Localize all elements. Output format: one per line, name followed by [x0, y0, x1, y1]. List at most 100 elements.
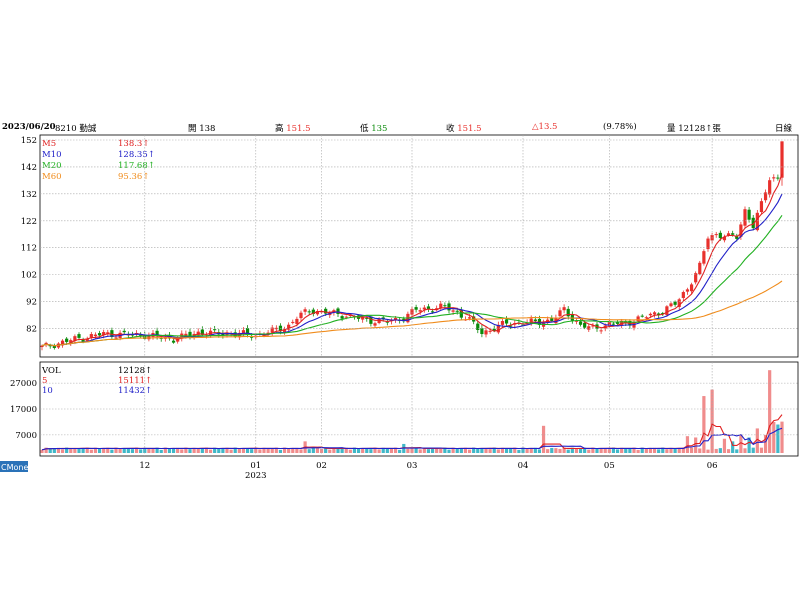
volume-tick-label: 27000 — [10, 379, 37, 389]
volume-bar — [118, 448, 122, 453]
candle-body — [636, 316, 640, 322]
volume-bar — [324, 447, 328, 453]
candle-body — [747, 209, 751, 220]
period-selector[interactable]: 日線 — [775, 124, 793, 134]
volume-bar — [97, 448, 102, 453]
candle-body — [176, 339, 180, 342]
watermark-text: CMoney — [1, 463, 33, 472]
price-legend-name: M10 — [42, 150, 62, 160]
volume-bar — [414, 447, 418, 453]
volume-bar — [513, 447, 517, 453]
candle-body — [344, 316, 348, 318]
volume-bar — [311, 447, 315, 453]
quote-date: 2023/06/20 — [2, 122, 56, 132]
ma20-line — [41, 214, 783, 347]
candle-body — [340, 316, 344, 319]
volume-bar — [274, 447, 278, 453]
candle-body — [295, 318, 299, 324]
candle-body — [52, 345, 56, 348]
volume-bar — [60, 449, 65, 453]
candle-body — [122, 330, 126, 333]
volume-bar — [122, 448, 126, 453]
volume-bar — [204, 447, 209, 453]
volume-bar — [480, 448, 484, 453]
volume-bar — [763, 434, 768, 453]
candle-body — [422, 307, 426, 310]
candle-body — [430, 311, 435, 313]
volume-bar — [385, 448, 389, 453]
volume-bar — [410, 448, 414, 453]
volume-bar — [40, 449, 44, 453]
candle-body — [447, 303, 451, 311]
candle-body — [587, 326, 591, 330]
volume-bar — [669, 447, 673, 453]
candle-body — [689, 284, 694, 292]
volume-bar — [681, 447, 685, 453]
candle-body — [361, 316, 365, 320]
volume-bar — [657, 449, 661, 453]
volume-bar — [48, 448, 52, 453]
candle-body — [147, 335, 151, 340]
year-label: 2023 — [245, 471, 267, 481]
vol-ma10-line — [41, 427, 783, 451]
candle-body — [184, 333, 188, 336]
volume-bar — [615, 449, 620, 453]
volume-bar — [130, 449, 135, 453]
volume-bar — [533, 447, 537, 453]
candle-body — [739, 224, 743, 237]
volume-legend-value: 12128↑ — [118, 366, 152, 376]
chart-axes: 152 142 132 122 112 102 92 82 27000 17000 7000 12 01… — [10, 134, 799, 481]
volume-bar — [644, 448, 648, 453]
candle-body — [570, 314, 574, 321]
price-tick-label: 142 — [21, 163, 37, 173]
volume-bar — [393, 447, 398, 453]
volume-bar — [488, 449, 492, 453]
volume-bar — [517, 449, 521, 453]
volume-bar — [159, 449, 163, 453]
price-tick-label: 82 — [26, 324, 37, 334]
candle-body — [780, 141, 784, 178]
volume-legend-name: 5 — [42, 376, 47, 386]
volume-bar — [459, 448, 463, 453]
candle-body — [89, 334, 93, 338]
candle-body — [274, 327, 278, 330]
volume-bar — [620, 447, 624, 453]
volume-bar — [291, 448, 295, 453]
candle-body — [393, 317, 398, 320]
volume-legend-value: 15111↑ — [118, 376, 152, 386]
candle-body — [159, 337, 163, 339]
candle-body — [102, 332, 106, 336]
candle-body — [324, 308, 328, 314]
candle-body — [768, 180, 772, 195]
volume-bar — [332, 447, 336, 453]
candle-body — [652, 312, 657, 315]
volume-bar — [373, 447, 377, 453]
volume-bar — [328, 449, 332, 453]
candle-body — [574, 320, 579, 322]
candle-body — [673, 301, 677, 305]
volume-bar — [282, 447, 287, 453]
candle-body — [533, 319, 537, 321]
volume-bar — [447, 449, 451, 453]
candle-body — [171, 340, 176, 343]
volume-bar — [677, 448, 681, 453]
candle-body — [718, 232, 722, 239]
volume-bar — [607, 449, 611, 453]
volume-bar — [751, 447, 755, 453]
volume-bar — [102, 448, 106, 453]
volume-bar — [529, 448, 533, 453]
candle-body — [669, 303, 673, 307]
candle-body — [241, 330, 246, 334]
volume-bar — [336, 448, 340, 453]
candle-body — [48, 345, 52, 347]
candle-body — [311, 309, 315, 314]
volume-bar — [167, 448, 172, 453]
volume-bar — [139, 449, 143, 453]
candle-body — [751, 217, 755, 229]
volume-bar — [340, 448, 344, 453]
volume-bar — [467, 449, 472, 453]
volume-bar — [525, 448, 529, 453]
candle-body — [81, 339, 85, 342]
candle-body — [640, 315, 644, 317]
candle-body — [385, 321, 389, 323]
